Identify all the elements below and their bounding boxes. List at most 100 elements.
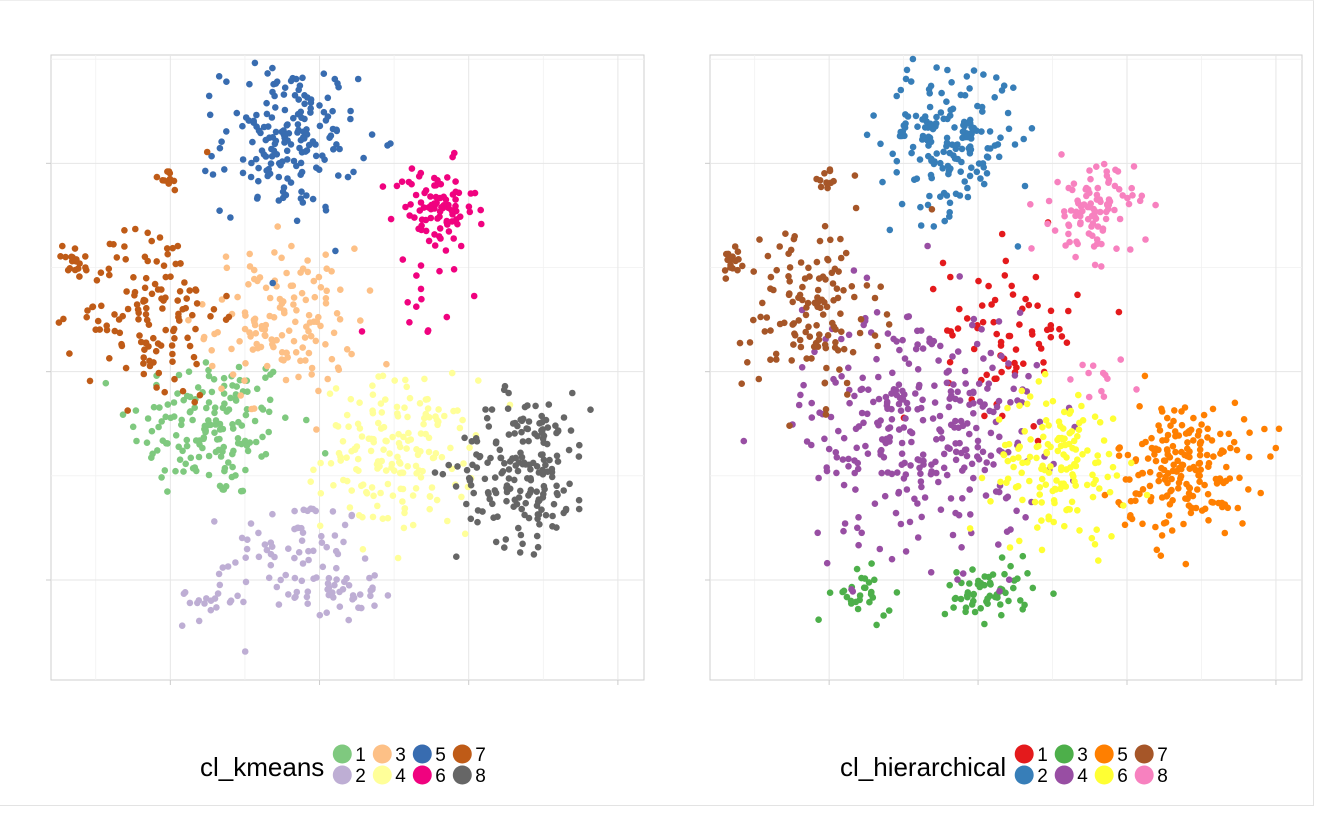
data-point-cluster-2	[318, 539, 326, 546]
data-point-cluster-5	[1196, 478, 1203, 486]
data-point-cluster-6	[416, 207, 424, 214]
data-point-cluster-7	[795, 317, 802, 324]
data-point-cluster-4	[933, 469, 940, 477]
data-point-cluster-4	[391, 377, 399, 384]
data-point-cluster-2	[243, 545, 251, 553]
data-point-cluster-2	[877, 140, 884, 148]
data-point-cluster-5	[269, 88, 276, 96]
data-point-cluster-6	[1049, 397, 1057, 405]
data-point-cluster-1	[1034, 302, 1041, 310]
data-point-cluster-5	[280, 91, 288, 98]
data-point-cluster-2	[926, 90, 933, 97]
data-point-cluster-5	[1175, 485, 1182, 492]
data-point-cluster-7	[152, 347, 160, 355]
data-point-cluster-7	[184, 334, 191, 342]
data-point-cluster-2	[916, 156, 924, 163]
data-point-cluster-7	[124, 407, 131, 414]
data-point-cluster-4	[892, 509, 900, 517]
data-point-cluster-3	[946, 581, 953, 589]
data-point-cluster-2	[305, 547, 312, 555]
data-point-cluster-1	[144, 415, 152, 422]
data-point-cluster-2	[899, 128, 907, 135]
data-point-cluster-2	[355, 604, 362, 611]
data-point-cluster-2	[909, 143, 917, 151]
data-point-cluster-4	[363, 490, 371, 497]
data-point-cluster-6	[1035, 378, 1043, 385]
data-point-cluster-2	[299, 560, 307, 567]
data-point-cluster-2	[366, 574, 373, 582]
data-point-cluster-2	[984, 154, 992, 161]
data-point-cluster-5	[1203, 451, 1211, 459]
data-point-cluster-1	[161, 467, 169, 474]
data-point-cluster-2	[940, 115, 947, 123]
data-point-cluster-4	[950, 381, 957, 388]
data-point-cluster-6	[1069, 444, 1076, 452]
data-point-cluster-5	[303, 147, 311, 154]
data-point-cluster-4	[803, 438, 811, 445]
data-point-cluster-6	[1004, 475, 1012, 483]
data-point-cluster-4	[970, 474, 977, 482]
data-point-cluster-3	[981, 620, 988, 628]
data-point-cluster-8	[1093, 240, 1101, 248]
data-point-cluster-4	[421, 375, 428, 383]
data-point-cluster-1	[176, 456, 184, 464]
data-point-cluster-5	[260, 151, 268, 158]
data-point-cluster-8	[1067, 207, 1075, 214]
data-point-cluster-8	[1115, 186, 1123, 193]
data-point-cluster-6	[452, 178, 459, 185]
data-point-cluster-6	[402, 203, 409, 211]
data-point-cluster-1	[164, 440, 171, 447]
data-point-cluster-4	[858, 409, 866, 417]
data-point-cluster-3	[308, 371, 316, 378]
data-point-cluster-5	[307, 109, 314, 116]
data-point-cluster-3	[305, 349, 313, 357]
data-point-cluster-1	[259, 406, 267, 413]
data-point-cluster-4	[952, 456, 960, 464]
data-point-cluster-2	[341, 521, 349, 529]
data-point-cluster-3	[301, 334, 309, 341]
data-point-cluster-5	[1227, 444, 1234, 452]
data-point-cluster-8	[540, 432, 548, 440]
data-point-cluster-3	[1029, 584, 1037, 592]
data-point-cluster-8	[1085, 230, 1093, 237]
data-point-cluster-5	[290, 114, 297, 122]
data-point-cluster-8	[445, 461, 453, 469]
data-point-cluster-7	[124, 305, 132, 313]
data-point-cluster-2	[310, 547, 317, 555]
data-point-cluster-4	[975, 456, 983, 463]
data-point-cluster-7	[113, 254, 121, 261]
data-point-cluster-2	[240, 598, 247, 606]
data-point-cluster-3	[957, 595, 965, 603]
data-point-cluster-7	[808, 355, 815, 362]
data-point-cluster-6	[1057, 466, 1065, 474]
data-point-cluster-8	[511, 430, 518, 437]
data-point-cluster-4	[996, 587, 1003, 595]
data-point-cluster-7	[761, 328, 769, 335]
data-point-cluster-6	[1041, 370, 1049, 378]
data-point-cluster-5	[1217, 430, 1224, 438]
data-point-cluster-5	[1174, 457, 1181, 465]
data-point-cluster-3	[209, 362, 216, 370]
data-point-cluster-6	[444, 174, 451, 181]
data-point-cluster-5	[1132, 497, 1139, 505]
data-point-cluster-7	[62, 253, 69, 261]
data-point-cluster-4	[974, 443, 982, 451]
data-point-cluster-1	[1032, 273, 1040, 281]
data-point-cluster-4	[908, 429, 916, 437]
legend-swatch-3	[1054, 744, 1074, 764]
data-point-cluster-1	[180, 396, 187, 404]
data-point-cluster-2	[227, 597, 235, 604]
data-point-cluster-5	[1275, 425, 1283, 433]
data-point-cluster-7	[822, 411, 830, 418]
data-point-cluster-4	[1005, 576, 1013, 583]
data-point-cluster-6	[1034, 524, 1041, 531]
data-point-cluster-7	[176, 317, 183, 324]
data-point-cluster-5	[1223, 463, 1230, 471]
data-point-cluster-4	[931, 399, 939, 406]
data-point-cluster-3	[222, 253, 230, 260]
data-point-cluster-6	[1092, 476, 1099, 484]
data-point-cluster-4	[973, 340, 981, 348]
data-point-cluster-4	[317, 459, 324, 467]
data-point-cluster-4	[854, 465, 862, 473]
data-point-cluster-4	[881, 492, 889, 500]
